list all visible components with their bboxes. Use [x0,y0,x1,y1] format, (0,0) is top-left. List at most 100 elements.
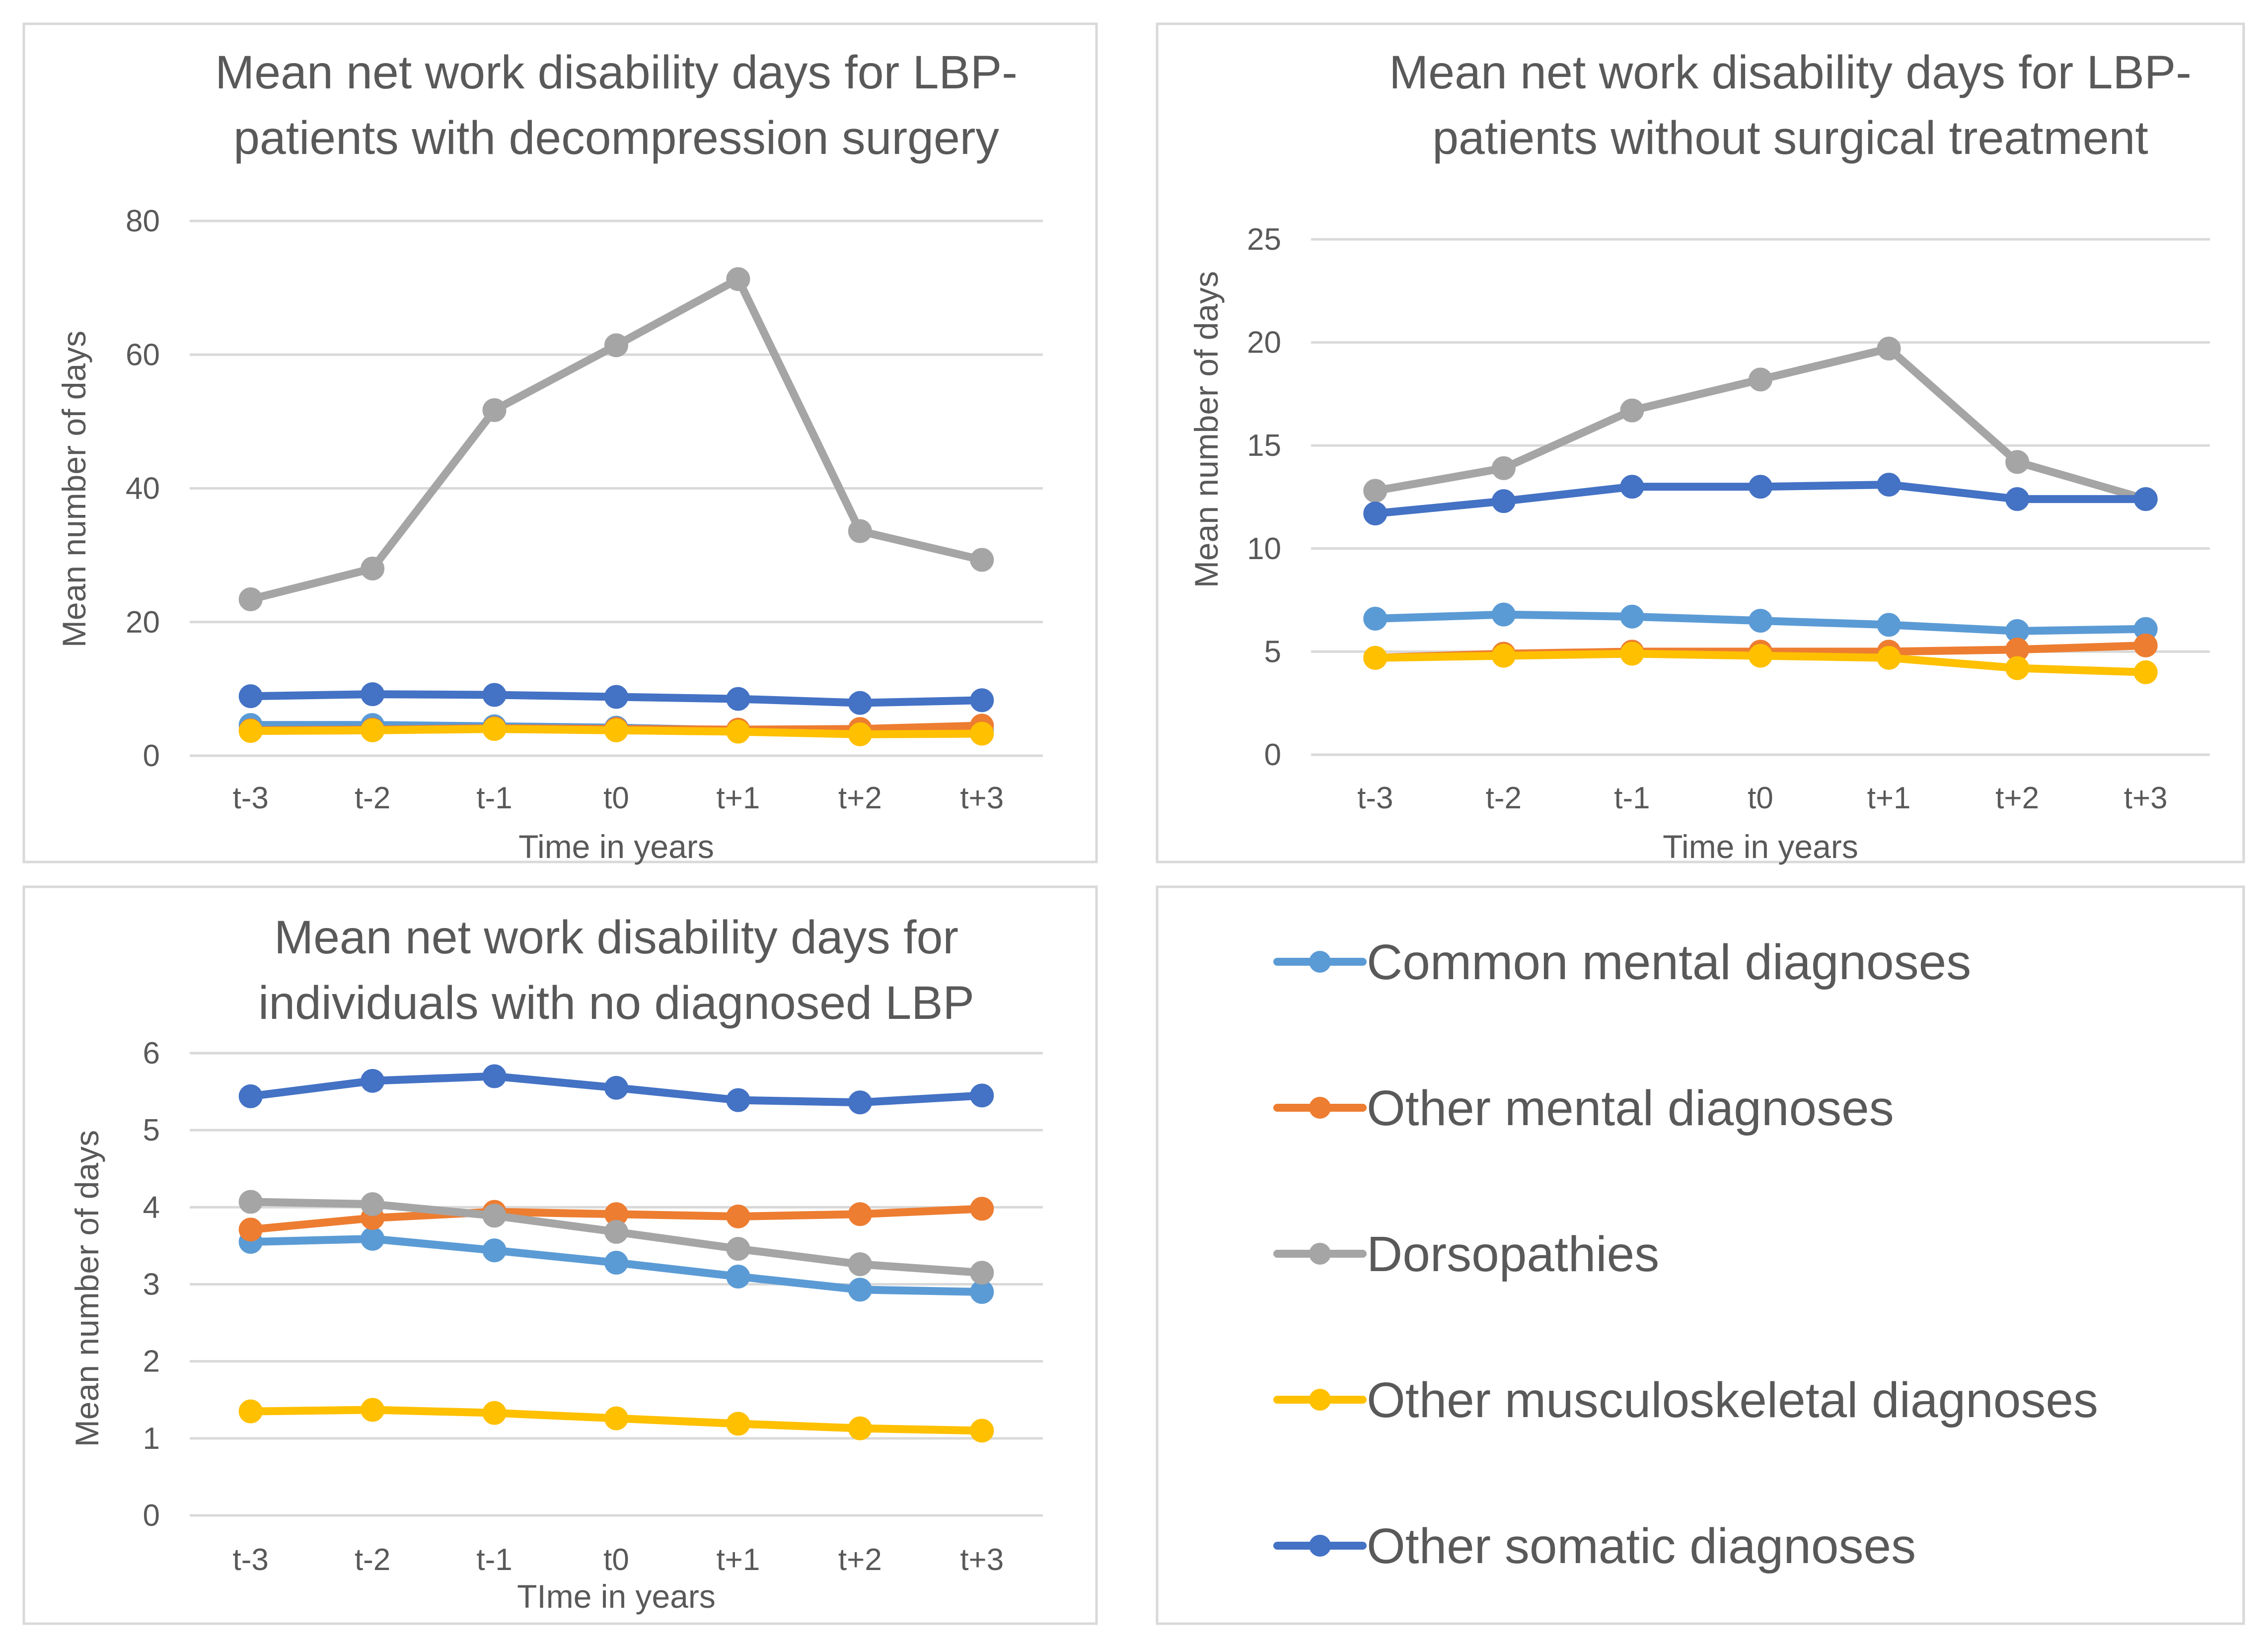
data-point [848,1202,872,1226]
series-other-musculoskeletal-diagnoses [238,1398,994,1443]
data-point [238,1217,263,1242]
legend-item: Other musculoskeletal diagnoses [1273,1372,2098,1428]
x-tick-label: t-3 [233,1543,269,1577]
legend-label: Other mental diagnoses [1367,1080,1894,1136]
y-tick-label: 0 [143,739,160,773]
data-point [238,719,263,743]
data-point [2005,487,2030,511]
legend-swatch-marker [1309,951,1331,973]
series-other-somatic-diagnoses [1363,473,2158,526]
data-point [726,1088,750,1112]
data-point [361,557,385,581]
data-point [1749,609,1772,633]
data-point [604,718,628,742]
data-point [361,718,385,742]
data-point [1363,501,1388,526]
data-point [2133,487,2158,511]
y-tick-label: 25 [1247,222,1281,257]
legend-label: Dorsopathies [1367,1226,1659,1282]
x-tick-label: t+3 [960,781,1004,815]
chart-frame [22,22,1098,863]
data-point [1877,473,1901,497]
data-point [1620,475,1644,499]
chart-frame [1156,22,2245,863]
x-tick-label: t+1 [716,781,760,815]
y-tick-label: 5 [143,1113,160,1147]
series-other-musculoskeletal-diagnoses [1363,642,2158,684]
legend-swatch-marker [1309,1243,1331,1265]
data-point [726,1264,750,1288]
x-axis-title: TIme in years [517,1578,716,1615]
legend-item: Other mental diagnoses [1273,1080,1894,1136]
data-point [604,1075,628,1100]
data-point [848,1416,872,1440]
y-tick-label: 15 [1247,429,1281,463]
data-point [848,1252,872,1277]
legend-swatch-marker [1309,1389,1331,1411]
x-tick-label: t0 [603,781,629,815]
data-point [604,1219,628,1244]
legend-swatch-marker [1309,1097,1331,1119]
legend-label: Other somatic diagnoses [1367,1518,1916,1574]
data-point [970,1261,994,1285]
data-point [970,548,994,572]
data-point [482,1401,507,1425]
data-point [604,1406,628,1430]
data-point [1749,367,1772,392]
x-tick-label: t+1 [716,1543,760,1577]
data-point [361,1398,385,1422]
data-point [604,685,628,709]
series-common-mental-diagnoses [1363,602,2158,643]
data-point [970,721,994,746]
y-tick-label: 0 [1264,738,1281,772]
data-point [1877,337,1901,361]
chart-title-line: patients without surgical treatment [1432,112,2148,164]
data-point [970,1419,994,1443]
data-point [848,519,872,543]
x-tick-label: t-1 [1614,781,1650,815]
data-point [2133,633,2158,657]
data-point [604,1251,628,1275]
x-tick-label: t+1 [1867,781,1911,815]
data-point [726,1237,750,1261]
y-tick-label: 20 [1247,326,1281,360]
chart-title-line: patients with decompression surgery [233,112,999,164]
data-point [1877,645,1901,670]
data-point [238,1084,263,1108]
data-point [482,717,507,741]
series-dorsopathies [238,267,994,611]
x-tick-label: t+3 [2124,781,2168,815]
series-other-somatic-diagnoses [238,682,994,715]
y-axis-title: Mean number of days [56,331,92,647]
data-point [1491,643,1516,668]
series-other-musculoskeletal-diagnoses [238,717,994,746]
data-point [1620,642,1644,666]
chart-title-line: individuals with no diagnosed LBP [258,977,974,1029]
x-tick-label: t+2 [838,1543,882,1577]
series-other-somatic-diagnoses [238,1064,994,1115]
legend-item: Other somatic diagnoses [1273,1518,1916,1574]
data-point [848,691,872,715]
chart-panel-2: Mean net work disability days for LBP-pa… [1156,22,2245,865]
legend-label: Other musculoskeletal diagnoses [1367,1372,2098,1428]
data-point [848,722,872,746]
data-point [726,1412,750,1436]
data-point [238,684,263,709]
chart-title-line: Mean net work disability days for LBP- [215,46,1018,99]
y-axis-title: Mean number of days [1188,271,1225,588]
y-tick-label: 80 [126,204,160,238]
data-point [1749,475,1772,499]
x-axis-title: Time in years [518,828,714,865]
chart-title-line: Mean net work disability days for LBP- [1389,46,2192,99]
y-tick-label: 3 [143,1268,160,1302]
data-point [726,687,750,711]
data-point [726,1204,750,1228]
data-point [2005,656,2030,680]
legend-label: Common mental diagnoses [1367,934,1971,990]
data-point [726,719,750,744]
y-tick-label: 10 [1247,532,1281,566]
x-axis-title: Time in years [1663,828,1858,865]
legend-swatch-marker [1309,1535,1331,1557]
legend: Common mental diagnoses Other mental diag… [1156,885,2245,1625]
y-tick-label: 6 [143,1036,160,1071]
